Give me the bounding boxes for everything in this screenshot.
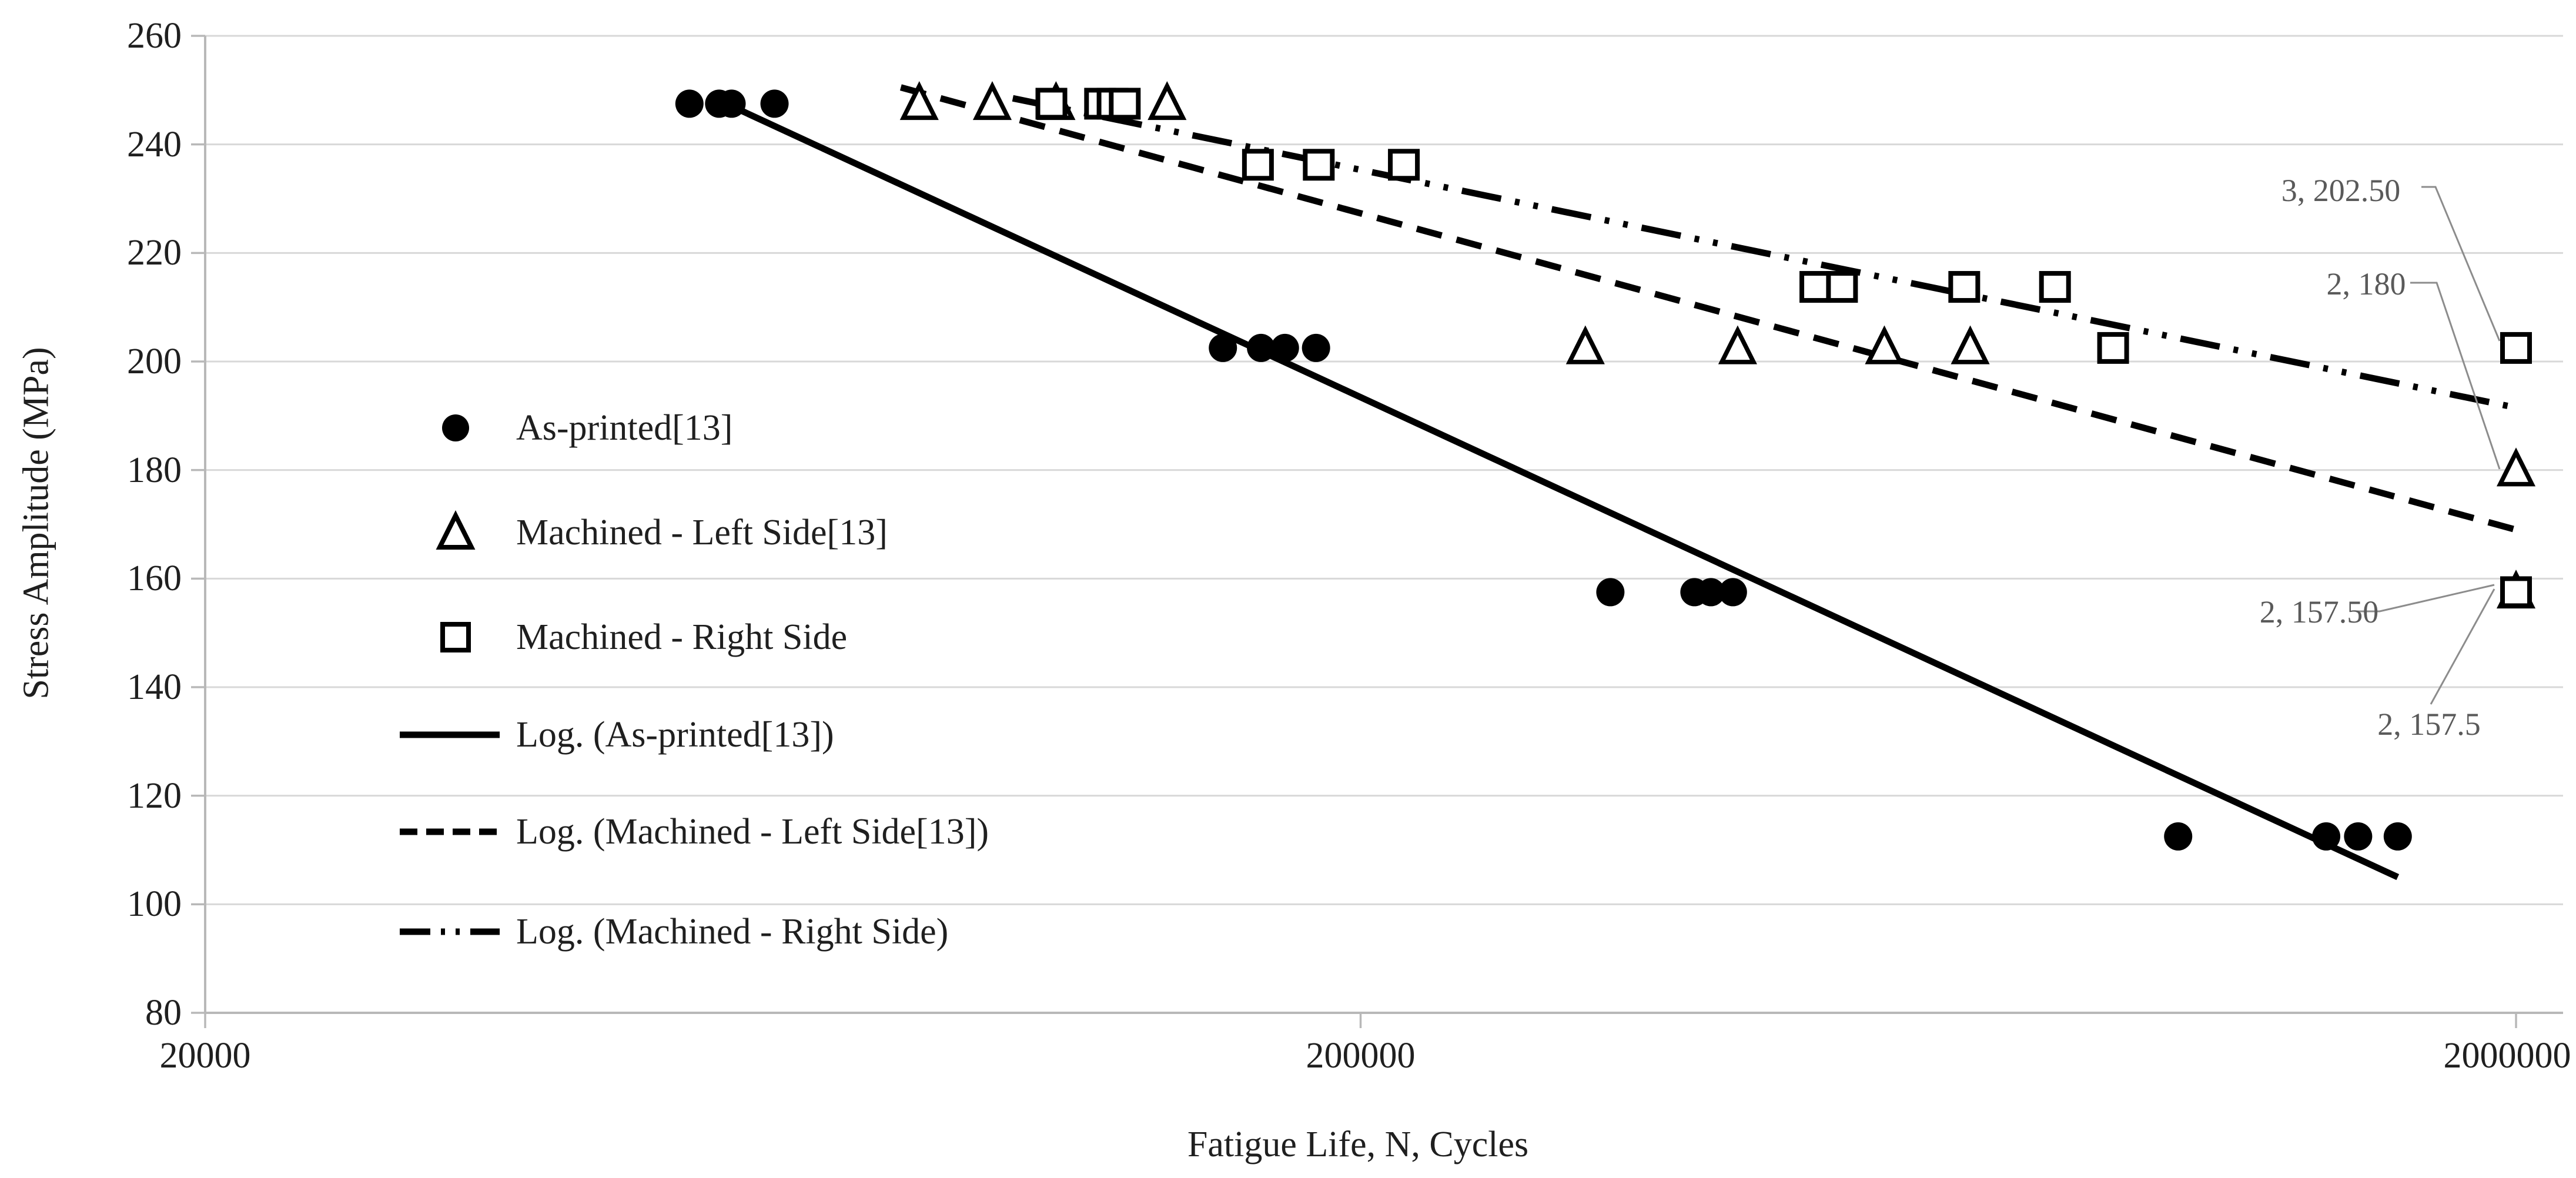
data-point-triangle: [1865, 325, 1904, 364]
legend-label: As-printed[13]: [516, 407, 733, 448]
y-axis-title: Stress Amplitude (MPa): [16, 347, 56, 700]
data-point-square: [1948, 271, 1980, 303]
data-point-circle: [2344, 822, 2373, 851]
data-label-annotation-2: 2, 157.50: [2259, 594, 2379, 630]
annotation-leader-line: [2356, 584, 2495, 613]
data-point-square: [2097, 332, 2129, 364]
legend-label: Log. (Machined - Right Side): [516, 911, 949, 952]
data-point-triangle: [1148, 81, 1187, 121]
legend-label: Log. (Machined - Left Side[13]): [516, 811, 989, 852]
x-axis-title: Fatigue Life, N, Cycles: [1187, 1125, 1529, 1164]
data-point-circle: [2164, 822, 2193, 851]
open-triangle-marker-icon: [388, 506, 506, 559]
annotation-leader-line: [2410, 282, 2501, 470]
legend-item-log-machined-left: Log. (Machined - Left Side[13]): [388, 805, 989, 858]
data-point-square: [1242, 149, 1274, 181]
annotation-leader-line: [2421, 186, 2501, 342]
data-label-annotation-1: 2, 180: [2326, 266, 2406, 302]
y-tick-label-180: 180: [127, 450, 182, 490]
x-tick-label-200000: 200000: [1306, 1036, 1416, 1076]
data-point-triangle: [1718, 325, 1757, 364]
data-point-circle: [2312, 822, 2341, 851]
y-tick-label-200: 200: [127, 342, 182, 381]
legend-label: Machined - Right Side: [516, 617, 848, 657]
y-tick-label-240: 240: [127, 124, 182, 165]
data-point-circle: [1247, 333, 1276, 362]
dashed-line-sample-icon: [388, 805, 506, 858]
data-point-square: [1799, 271, 1832, 303]
data-point-triangle: [972, 81, 1012, 121]
data-point-square: [2500, 332, 2532, 364]
y-tick-label-80: 80: [145, 993, 182, 1033]
data-point-square: [1826, 271, 1858, 303]
data-point-circle: [2383, 822, 2412, 851]
trendline-solid: [725, 101, 2400, 881]
legend-label: Log. (As-printed[13]): [516, 714, 834, 755]
solid-line-sample-icon: [388, 708, 506, 761]
y-tick-label-140: 140: [127, 667, 182, 707]
y-tick-label-120: 120: [127, 775, 182, 816]
data-point-circle: [1270, 333, 1299, 362]
legend-item-log-machined-right: Log. (Machined - Right Side): [388, 905, 948, 958]
data-point-triangle: [2496, 447, 2536, 487]
data-point-circle: [760, 89, 789, 118]
data-label-annotation-3: 2, 157.5: [2377, 707, 2481, 742]
x-tick-label-2000000: 2000000: [2443, 1036, 2571, 1076]
annotation-leader-line: [2430, 588, 2495, 705]
legend-item-as-printed: As-printed[13]: [388, 401, 732, 454]
y-tick-label-220: 220: [127, 233, 182, 273]
data-point-circle: [1596, 578, 1625, 607]
dash-dot-dot-line-sample-icon: [388, 905, 506, 958]
data-point-circle: [1302, 333, 1330, 362]
data-point-triangle: [1951, 325, 1990, 364]
legend-label: Machined - Left Side[13]: [516, 512, 888, 553]
data-point-square: [1109, 88, 1141, 120]
legend-item-log-as-printed: Log. (As-printed[13]): [388, 708, 834, 761]
data-point-circle: [717, 89, 746, 118]
y-tick-label-100: 100: [127, 884, 182, 925]
data-point-circle: [675, 89, 704, 118]
trendline-dash-dot-dot: [1012, 95, 2517, 411]
data-point-square: [1303, 149, 1335, 181]
trendline-dashed: [899, 84, 2517, 533]
y-tick-label-260: 260: [127, 16, 182, 56]
legend-item-machined-right: Machined - Right Side: [388, 611, 847, 664]
data-point-triangle: [1565, 325, 1605, 364]
data-point-square: [2500, 576, 2532, 608]
filled-circle-marker-icon: [388, 401, 506, 454]
data-point-triangle: [899, 81, 939, 121]
data-point-square: [1035, 88, 1068, 120]
legend-item-machined-left: Machined - Left Side[13]: [388, 506, 888, 559]
data-point-square: [1388, 149, 1420, 181]
open-square-marker-icon: [388, 611, 506, 664]
data-point-circle: [1697, 578, 1725, 607]
data-point-circle: [1718, 578, 1747, 607]
x-tick-label-20000: 20000: [159, 1036, 251, 1076]
y-tick-label-160: 160: [127, 558, 182, 599]
data-label-annotation-0: 3, 202.50: [2281, 173, 2401, 208]
data-point-circle: [1209, 333, 1237, 362]
data-point-square: [2039, 271, 2071, 303]
